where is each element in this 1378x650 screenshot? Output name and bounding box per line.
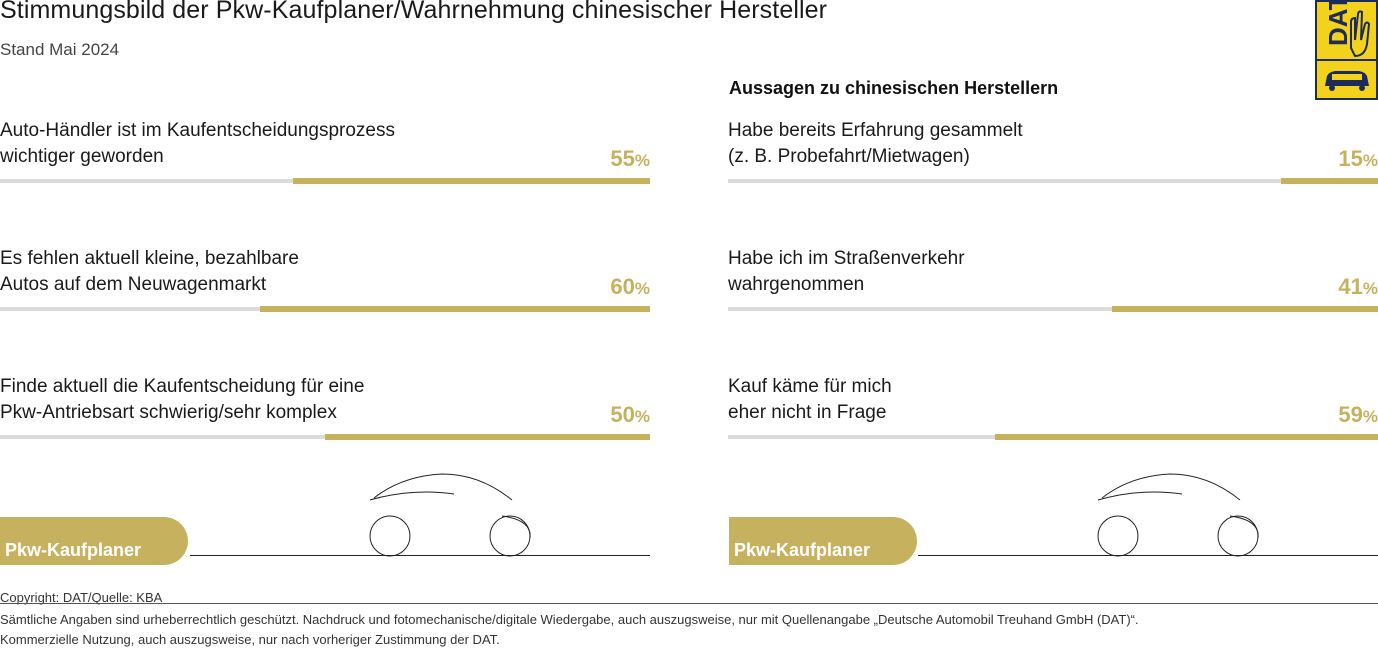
footer-badge-label: Pkw-Kaufplaner [734, 540, 871, 560]
bar-value-label: 15% [1338, 146, 1378, 172]
bar-label-line-1: Es fehlen aktuell kleine, bezahlbare [0, 248, 299, 269]
footer-line-left [190, 555, 650, 556]
car-outline-icon [369, 473, 531, 557]
bar-row-left-2: Es fehlen aktuell kleine, bezahlbare Auto… [0, 246, 650, 326]
bar-value-label: 59% [1338, 402, 1378, 428]
bar-fill [292, 178, 650, 184]
bar-value-unit: % [634, 279, 650, 298]
footer-badge-label: Pkw-Kaufplaner [5, 540, 142, 560]
footer-divider [0, 603, 1378, 604]
dat-logo: DAT [1315, 0, 1378, 100]
page-title: Stimmungsbild der Pkw-Kaufplaner/Wahrneh… [0, 0, 828, 24]
bar-value-unit: % [634, 151, 650, 170]
bar-label: Habe bereits Erfahrung gesammelt (z. B. P… [728, 118, 1023, 170]
bar-fill [325, 434, 650, 440]
bar-value-number: 60 [610, 274, 635, 299]
bar-label-line-2: (z. B. Probefahrt/Mietwagen) [728, 146, 970, 167]
bar-value-label: 55% [610, 146, 650, 172]
car-outline-icon [1097, 473, 1259, 557]
bar-row-right-1: Habe bereits Erfahrung gesammelt (z. B. P… [728, 118, 1378, 198]
bar-value-unit: % [634, 407, 650, 426]
legal-line-1: Sämtliche Angaben sind urheberrechtlich … [0, 612, 1139, 627]
bar-value-unit: % [1362, 151, 1378, 170]
bar-label-line-2: Pkw-Antriebsart schwierig/sehr komplex [0, 402, 337, 423]
bar-value-label: 41% [1338, 274, 1378, 300]
bar-track [0, 434, 650, 440]
bar-label-line-2: wichtiger geworden [0, 146, 164, 167]
bar-track [728, 434, 1378, 440]
bar-label: Kauf käme für mich eher nicht in Frage [728, 374, 892, 426]
bar-label-line-1: Habe ich im Straßenverkehr [728, 248, 965, 269]
bar-fill [1280, 178, 1378, 184]
bar-row-left-1: Auto-Händler ist im Kaufentscheidungspro… [0, 118, 650, 198]
bar-value-unit: % [1362, 279, 1378, 298]
bar-label: Finde aktuell die Kaufentscheidung für e… [0, 374, 364, 426]
bar-label-line-1: Finde aktuell die Kaufentscheidung für e… [0, 376, 365, 397]
chinese-manufacturers-heading: Aussagen zu chinesischen Herstellern [729, 78, 1059, 98]
page-subtitle: Stand Mai 2024 [0, 40, 120, 59]
bar-label: Es fehlen aktuell kleine, bezahlbare Auto… [0, 246, 299, 298]
bar-track [0, 178, 650, 184]
bar-fill [994, 434, 1378, 440]
bar-row-left-3: Finde aktuell die Kaufentscheidung für e… [0, 374, 650, 454]
bar-value-label: 50% [610, 402, 650, 428]
bar-label-line-2: eher nicht in Frage [728, 402, 887, 423]
bar-fill [1111, 306, 1378, 312]
bar-track [0, 306, 650, 312]
bar-value-number: 15 [1338, 146, 1363, 171]
footer-badge-left: Pkw-Kaufplaner [0, 517, 188, 565]
legal-text: Sämtliche Angaben sind urheberrechtlich … [0, 610, 1378, 650]
footer-line-right [918, 555, 1378, 556]
bar-value-label: 60% [610, 274, 650, 300]
bar-fill [260, 306, 650, 312]
bar-label-line-2: Autos auf dem Neuwagenmarkt [0, 274, 267, 295]
copyright-text: Copyright: DAT/Quelle: KBA [0, 590, 163, 605]
bar-row-right-2: Habe ich im Straßenverkehr wahrgenommen 41… [728, 246, 1378, 326]
bar-value-number: 55 [610, 146, 635, 171]
svg-text:DAT: DAT [1323, 0, 1353, 46]
bar-track [728, 178, 1378, 184]
bar-track [728, 306, 1378, 312]
bar-value-number: 50 [610, 402, 635, 427]
bar-value-number: 59 [1338, 402, 1363, 427]
legal-line-2: Kommerzielle Nutzung, auch auszugsweise,… [0, 632, 500, 647]
bar-label-line-1: Auto-Händler ist im Kaufentscheidungspro… [0, 120, 395, 141]
bar-value-unit: % [1362, 407, 1378, 426]
bar-label-line-1: Kauf käme für mich [728, 376, 892, 397]
bar-value-number: 41 [1338, 274, 1363, 299]
bar-label-line-1: Habe bereits Erfahrung gesammelt [728, 120, 1023, 141]
bar-label: Habe ich im Straßenverkehr wahrgenommen [728, 246, 965, 298]
bar-label: Auto-Händler ist im Kaufentscheidungspro… [0, 118, 395, 170]
footer-badge-right: Pkw-Kaufplaner [729, 517, 917, 565]
bar-row-right-3: Kauf käme für mich eher nicht in Frage 59% [728, 374, 1378, 454]
bar-label-line-2: wahrgenommen [728, 274, 865, 295]
